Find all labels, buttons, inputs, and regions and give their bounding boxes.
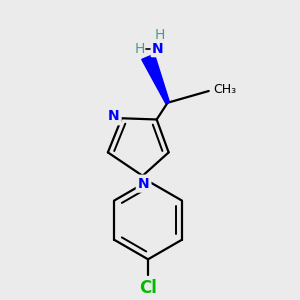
Text: H: H [135,42,145,56]
Text: H: H [154,28,165,42]
Text: Cl: Cl [139,279,157,297]
Text: N: N [138,177,149,191]
Text: CH₃: CH₃ [214,82,237,95]
Text: N: N [108,109,120,123]
Polygon shape [142,54,170,104]
Text: N: N [152,42,164,56]
